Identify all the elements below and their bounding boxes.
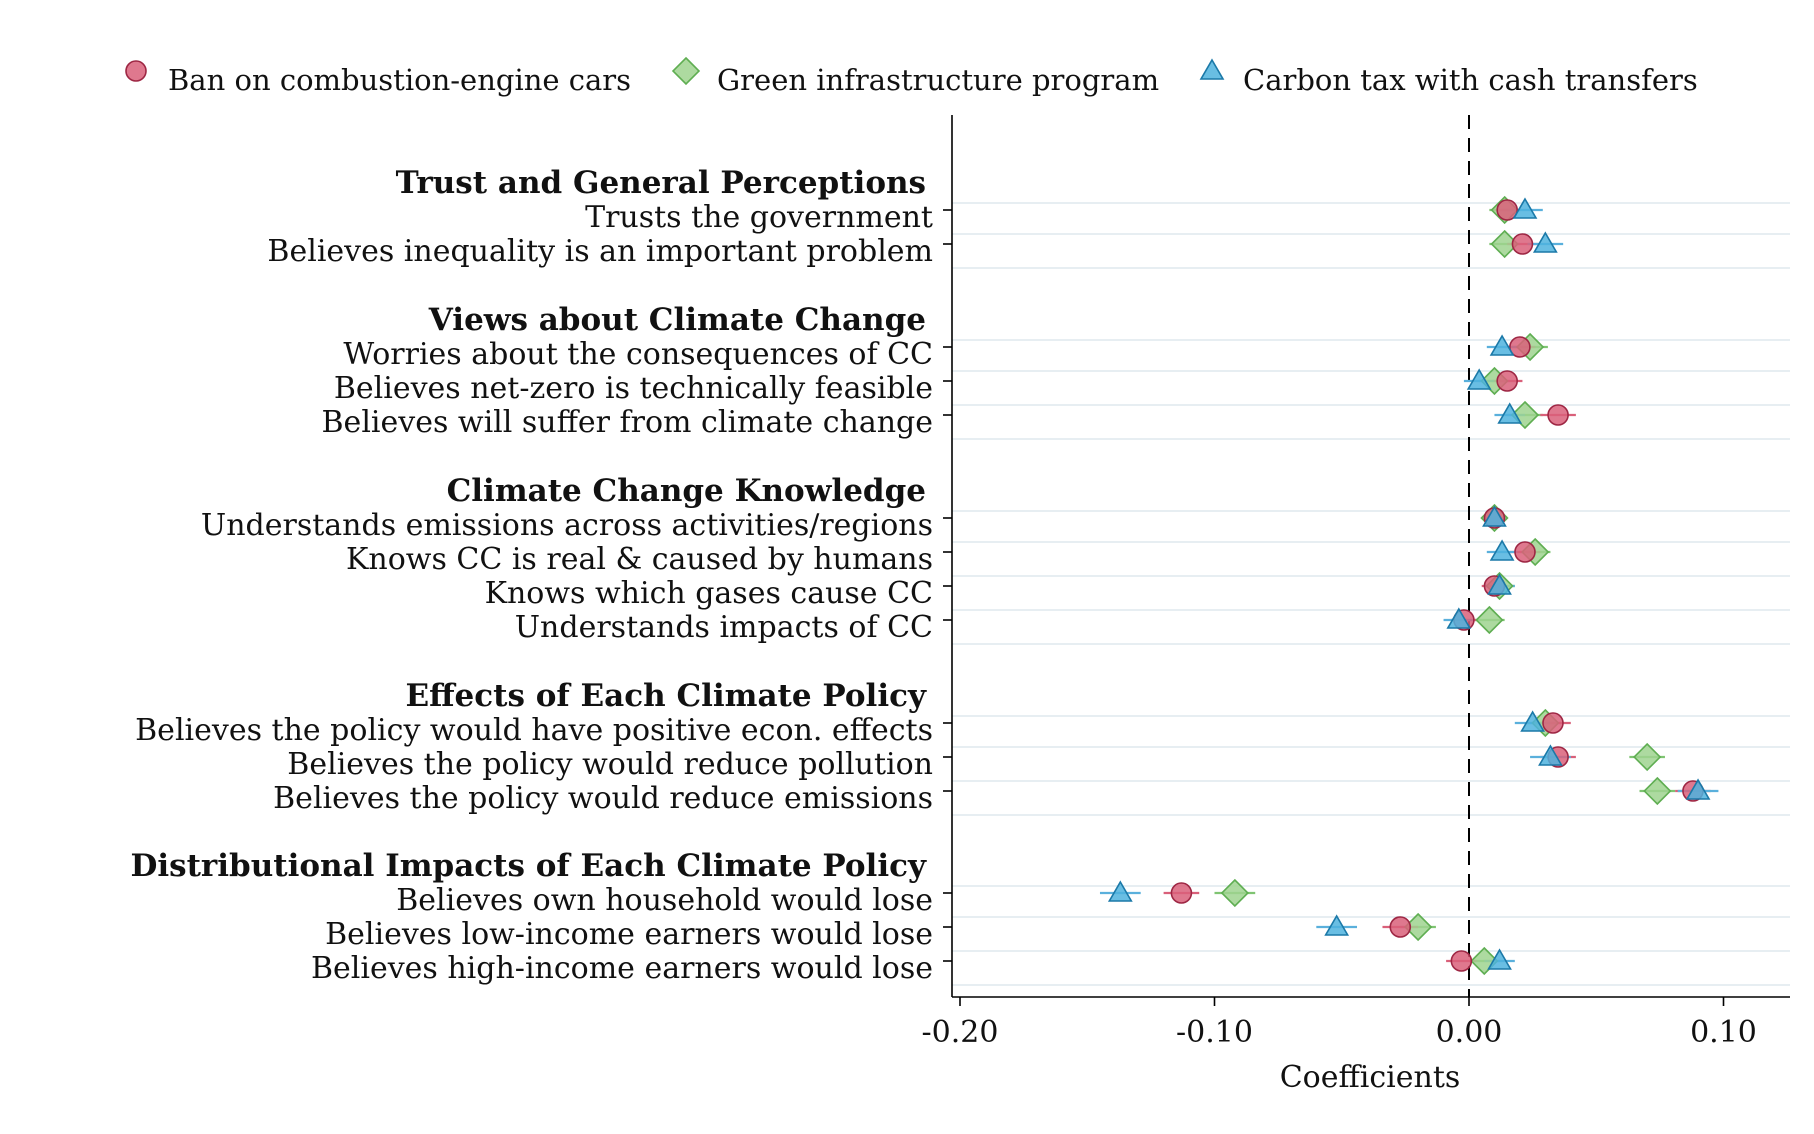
- point-triangle: [1512, 197, 1538, 219]
- x-tick-label: -0.10: [1176, 1015, 1253, 1050]
- row-label: Knows CC is real & caused by humans: [346, 542, 933, 577]
- row-label: Believes low-income earners would lose: [325, 917, 933, 952]
- point-circle: [1514, 541, 1536, 563]
- point-diamond: [1643, 776, 1672, 806]
- legend-entry-label: Carbon tax with cash transfers: [1243, 63, 1698, 97]
- legend-triangle-marker: [1199, 58, 1225, 80]
- point-triangle: [1538, 744, 1563, 766]
- legend: Ban on combustion-engine cars Green infra…: [125, 56, 1698, 97]
- row-gridlines: [952, 202, 1790, 986]
- row-label: Believes net-zero is technically feasibl…: [334, 371, 933, 406]
- point-triangle: [1487, 573, 1512, 595]
- point-circle: [1542, 712, 1564, 734]
- row-label: Believes own household would lose: [396, 883, 933, 918]
- point-diamond: [1220, 878, 1249, 908]
- point-triangle: [1497, 402, 1523, 424]
- point-triangle: [1446, 607, 1472, 629]
- point-triangle: [1487, 948, 1512, 970]
- point-circle: [1450, 950, 1473, 972]
- group-title: Views about Climate Change: [428, 302, 926, 338]
- point-triangle: [1482, 505, 1507, 527]
- point-circle: [1389, 916, 1412, 938]
- point-triangle: [1520, 710, 1546, 732]
- point-circle: [1511, 233, 1534, 255]
- row-label: Believes inequality is an important prob…: [267, 234, 933, 269]
- point-triangle: [1685, 778, 1711, 800]
- point-triangle: [1532, 231, 1558, 253]
- row-label: Understands impacts of CC: [515, 610, 933, 645]
- data-marks: [1099, 195, 1719, 976]
- x-axis-title: Coefficients: [1280, 1060, 1461, 1095]
- point-triangle: [1489, 334, 1515, 356]
- row-label: Believes the policy would reduce emissio…: [273, 781, 933, 816]
- point-diamond: [1633, 742, 1662, 772]
- point-triangle: [1466, 368, 1492, 390]
- x-tick-label: 0.10: [1690, 1015, 1757, 1050]
- point-triangle: [1489, 539, 1515, 561]
- row-label: Knows which gases cause CC: [485, 576, 933, 611]
- row-label: Believes the policy would reduce polluti…: [287, 747, 933, 782]
- legend-diamond-marker: [671, 56, 701, 86]
- row-label: Understands emissions across activities/…: [201, 508, 933, 543]
- group-title: Trust and General Perceptions: [396, 165, 926, 201]
- point-circle: [1496, 199, 1518, 221]
- point-diamond: [1475, 605, 1504, 635]
- axes: -0.20 -0.10 0.00 0.10: [922, 115, 1790, 1050]
- row-label: Worries about the consequences of CC: [343, 337, 933, 372]
- point-triangle: [1107, 880, 1133, 902]
- legend-entry-label: Ban on combustion-engine cars: [168, 63, 631, 97]
- group-title: Effects of Each Climate Policy: [405, 678, 926, 714]
- legend-entry-label: Green infrastructure program: [717, 63, 1159, 97]
- point-circle: [1547, 404, 1569, 426]
- group-title: Distributional Impacts of Each Climate P…: [131, 848, 927, 884]
- legend-circle-marker: [125, 60, 147, 82]
- point-triangle: [1324, 914, 1350, 936]
- point-circle: [1496, 370, 1518, 392]
- x-tick-label: 0.00: [1436, 1015, 1503, 1050]
- row-label: Believes high-income earners would lose: [311, 951, 933, 986]
- row-label: Trusts the government: [585, 200, 933, 235]
- point-circle: [1509, 336, 1531, 358]
- x-tick-label: -0.20: [922, 1015, 999, 1050]
- group-title: Climate Change Knowledge: [447, 473, 926, 509]
- row-label: Believes will suffer from climate change: [322, 405, 933, 440]
- row-label: Believes the policy would have positive …: [135, 713, 933, 748]
- point-circle: [1170, 882, 1193, 904]
